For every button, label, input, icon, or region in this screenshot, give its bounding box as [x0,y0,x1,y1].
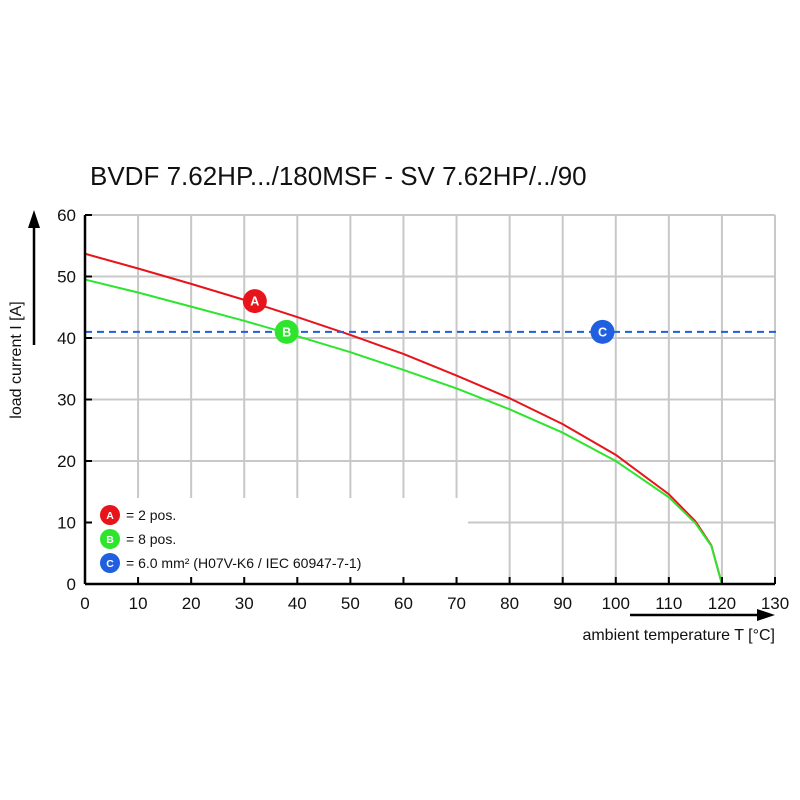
marker-c-letter: C [598,325,607,339]
marker-a-letter: A [250,295,259,309]
y-tick-label: 50 [57,268,76,287]
legend-text: = 2 pos. [126,507,176,523]
legend-badge-b-circle [100,529,120,549]
x-tick-label: 40 [288,594,307,613]
y-tick-label: 0 [67,575,76,594]
series-line-b [84,278,723,585]
x-tick-label: 90 [553,594,572,613]
x-axis-label: ambient temperature T [°C] [582,627,775,644]
legend-badge-c-circle [100,553,120,573]
y-tick-label: 40 [57,329,76,348]
x-tick-label: 20 [182,594,201,613]
chart-title: BVDF 7.62HP.../180MSF - SV 7.62HP/../90 [90,161,587,191]
x-tick-label: 130 [761,594,789,613]
x-arrow-head-icon [757,609,775,621]
y-tick-label: 30 [57,391,76,410]
legend-text: = 6.0 mm² (H07V-K6 / IEC 60947-7-1) [126,555,361,571]
x-tick-label: 80 [500,594,519,613]
x-tick-label: 70 [447,594,466,613]
marker-b-circle [274,319,299,344]
marker-a-circle [242,289,267,314]
legend-badge-a-circle [100,505,120,525]
series-group: AB C [84,252,778,585]
y-arrow-head-icon [28,210,40,228]
x-tick-label: 10 [129,594,148,613]
y-tick-label: 20 [57,452,76,471]
legend-badge-c-letter: C [106,558,114,570]
x-tick-label: 0 [80,594,89,613]
axes: 0 10 20 30 40 50 60 70 80 90 100 110 120 130 0 10 20 30 40… [28,206,789,621]
legend-badge-a-letter: A [106,510,114,522]
x-tick-label: 100 [602,594,630,613]
y-axis-label: load current I [A] [8,301,25,418]
series-line-a [84,252,723,585]
x-tick-label: 60 [394,594,413,613]
x-tick-label: 50 [341,594,360,613]
marker-c-circle [590,319,615,344]
x-tick-label: 30 [235,594,254,613]
legend-box [90,498,468,580]
y-tick-label: 10 [57,514,76,533]
x-tick-label: 110 [655,594,682,613]
legend: A = 2 pos. B = 8 pos. C = 6.0 mm² (H07V-K6 / … [100,505,361,573]
legend-badge-b-letter: B [106,534,114,546]
marker-b-letter: B [282,325,291,339]
legend-text: = 8 pos. [126,531,176,547]
x-tick-label: 120 [708,594,736,613]
y-tick-label: 60 [57,206,76,225]
